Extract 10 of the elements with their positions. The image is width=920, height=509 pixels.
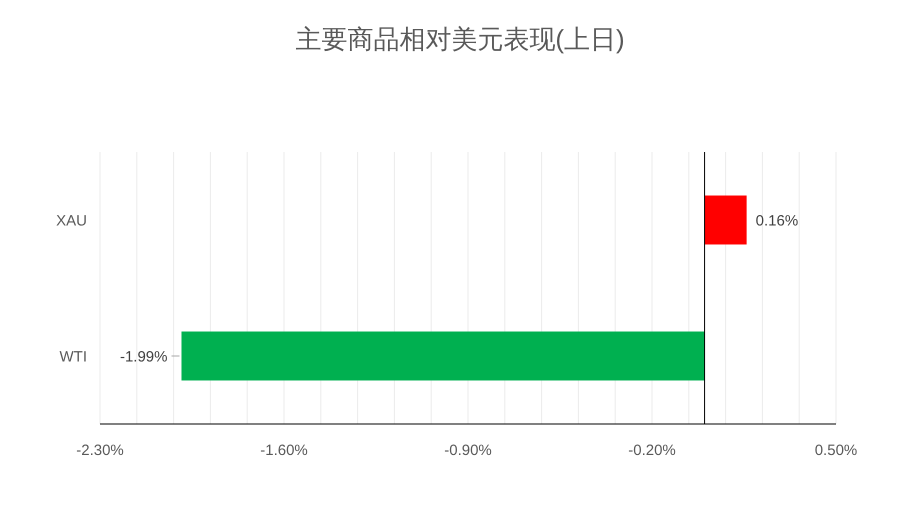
data-label: 0.16% xyxy=(756,212,798,230)
x-tick-label: -2.30% xyxy=(76,442,124,459)
y-tick-label: WTI xyxy=(60,348,87,366)
x-tick-label: -0.20% xyxy=(628,442,676,459)
y-tick-label: XAU xyxy=(56,212,87,230)
x-tick-label: -1.60% xyxy=(260,442,308,459)
chart-title: 主要商品相对美元表现(上日) xyxy=(295,24,625,54)
data-label: -1.99% xyxy=(120,348,168,366)
x-tick-label: -0.90% xyxy=(444,442,492,459)
x-tick-label: 0.50% xyxy=(814,442,858,459)
